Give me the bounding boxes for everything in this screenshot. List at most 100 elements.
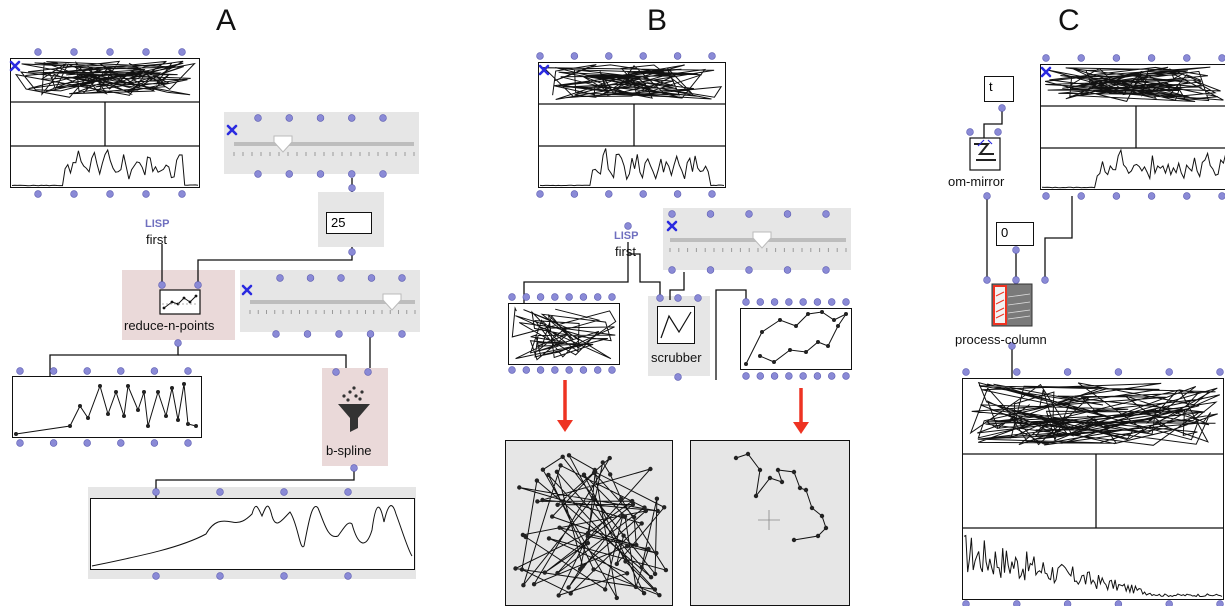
slider-thumb bbox=[273, 135, 293, 153]
result-point bbox=[733, 455, 739, 461]
inlet-dot bbox=[70, 190, 78, 198]
inlet-dot bbox=[254, 114, 262, 122]
bpc-point bbox=[794, 324, 798, 328]
om-mirror-label: om-mirror bbox=[948, 174, 1005, 189]
sdif-curve-top bbox=[1044, 66, 1224, 102]
bpc-point bbox=[832, 318, 836, 322]
inlet-dot bbox=[536, 366, 545, 374]
inlet-dot bbox=[605, 52, 613, 60]
inlet-dot bbox=[1218, 54, 1225, 62]
inlet-dot bbox=[178, 190, 186, 198]
inlet-dot bbox=[706, 266, 715, 274]
result-point bbox=[519, 567, 525, 572]
bpc-point bbox=[836, 324, 840, 328]
inlet-dot bbox=[194, 281, 202, 289]
bpf-point bbox=[126, 384, 130, 388]
inlet-dot bbox=[1218, 192, 1225, 200]
number-input-25[interactable]: 25 bbox=[326, 212, 372, 234]
connection-line bbox=[669, 272, 685, 300]
inlet-dot bbox=[983, 276, 991, 284]
inlet-dot bbox=[579, 293, 588, 301]
result-point bbox=[535, 499, 540, 504]
inlet-dot bbox=[673, 52, 682, 60]
result-point bbox=[603, 587, 608, 592]
bpc-point bbox=[772, 360, 776, 364]
result-point bbox=[542, 570, 547, 575]
inlet-dot bbox=[34, 190, 42, 198]
result-point bbox=[809, 505, 815, 511]
bpc-point bbox=[826, 344, 830, 348]
inlet-dot bbox=[962, 368, 970, 376]
inlet-dot bbox=[184, 367, 192, 375]
inlet-dot bbox=[83, 367, 91, 375]
result-point bbox=[581, 472, 587, 477]
funnel-icon-dot bbox=[360, 390, 364, 394]
inlet-dot bbox=[570, 52, 579, 60]
result-point bbox=[554, 469, 560, 474]
panel-label-c: C bbox=[1058, 4, 1080, 37]
result-point bbox=[663, 567, 669, 573]
red-arrow-head bbox=[793, 422, 809, 434]
result-point bbox=[646, 546, 651, 552]
bpc-point bbox=[806, 312, 810, 316]
inlet-dot bbox=[639, 190, 647, 198]
inlet-dot bbox=[83, 439, 91, 447]
scrubber-icon bbox=[660, 311, 692, 339]
inlet-dot bbox=[624, 222, 632, 230]
inlet-dot bbox=[842, 372, 850, 380]
inlet-dot bbox=[150, 439, 159, 447]
result-point bbox=[585, 540, 591, 546]
bpf-view-a-top[interactable] bbox=[12, 376, 202, 438]
bpc-point bbox=[744, 362, 748, 366]
result-point bbox=[753, 493, 759, 499]
bpc-point bbox=[778, 318, 782, 322]
bpc-point bbox=[820, 310, 824, 314]
funnel-icon-dot bbox=[354, 394, 358, 398]
inlet-dot bbox=[522, 293, 530, 301]
inlet-dot bbox=[813, 298, 822, 306]
inlet-dot bbox=[398, 274, 406, 282]
close-icon bbox=[538, 64, 550, 76]
lisp-label-a: LISP bbox=[145, 218, 170, 230]
inlet-dot bbox=[1013, 600, 1021, 606]
inlet-dot bbox=[813, 372, 822, 380]
connection-line bbox=[983, 108, 1003, 138]
inlet-dot bbox=[1063, 600, 1072, 606]
inlet-dot bbox=[350, 464, 358, 472]
inlet-dot bbox=[706, 210, 715, 218]
inlet-dot bbox=[335, 330, 343, 338]
inlet-dot bbox=[1063, 368, 1072, 376]
inlet-dot bbox=[1147, 54, 1156, 62]
result-point bbox=[652, 571, 658, 577]
t-value-box[interactable]: t bbox=[984, 76, 1014, 102]
bpf-point bbox=[156, 390, 160, 394]
bpf-point bbox=[122, 414, 126, 418]
inlet-dot bbox=[966, 128, 974, 136]
result-point bbox=[757, 467, 763, 473]
inlet-dot bbox=[770, 372, 779, 380]
funnel-icon-dot bbox=[346, 398, 350, 402]
inlet-dot bbox=[668, 266, 676, 274]
inlet-dot bbox=[1114, 368, 1123, 376]
result-point bbox=[654, 550, 659, 556]
zero-value-box[interactable]: 0 bbox=[996, 222, 1034, 246]
result-point bbox=[566, 453, 572, 458]
result-point bbox=[791, 469, 797, 475]
inlet-dot bbox=[962, 600, 970, 606]
inlet-dot bbox=[594, 293, 602, 301]
result-point bbox=[648, 466, 653, 472]
sdif-curve-top bbox=[542, 64, 723, 100]
result-curve bbox=[735, 453, 827, 541]
inlet-dot bbox=[565, 293, 573, 301]
first-label-b: first bbox=[615, 244, 636, 259]
result-point bbox=[517, 485, 522, 490]
inlet-dot bbox=[785, 372, 793, 380]
result-point bbox=[592, 467, 597, 473]
bpf-view-a-bottom[interactable] bbox=[90, 498, 415, 570]
sdif-curve-top bbox=[969, 381, 1220, 446]
inlet-dot bbox=[1042, 192, 1050, 200]
mirror-icon-shape bbox=[974, 143, 996, 161]
close-icon bbox=[226, 124, 238, 136]
close-icon bbox=[666, 220, 678, 232]
inlet-dot bbox=[983, 192, 991, 200]
